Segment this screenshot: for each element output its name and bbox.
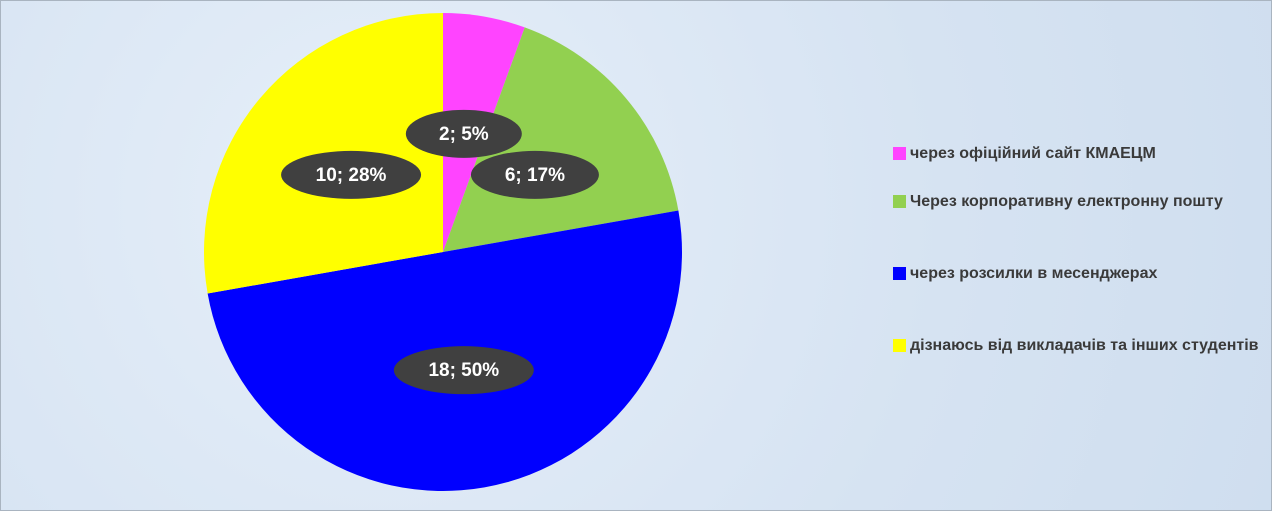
legend-label: через офіційний сайт КМАЕЦМ xyxy=(910,145,1156,162)
legend-swatch xyxy=(893,195,906,208)
legend-label: Через корпоративну електронну пошту xyxy=(910,193,1223,210)
label-bg xyxy=(405,109,522,158)
legend-item: дізнаюсь від викладачів та інших студент… xyxy=(893,334,1272,358)
legend-item: Через корпоративну електронну пошту xyxy=(893,190,1272,214)
label-bg xyxy=(470,150,599,199)
data-label: 18; 50% xyxy=(428,360,499,381)
pie-slice xyxy=(443,27,679,252)
legend-swatch xyxy=(893,339,906,352)
legend-label: через розсилки в месенджерах xyxy=(910,265,1158,282)
label-bg xyxy=(281,150,422,199)
label-bg xyxy=(393,346,534,395)
legend-swatch xyxy=(893,147,906,160)
data-label: 2; 5% xyxy=(439,124,489,145)
legend-item: через офіційний сайт КМАЕЦМ xyxy=(893,142,1272,166)
data-label: 6; 17% xyxy=(505,165,565,186)
legend-item: через розсилки в месенджерах xyxy=(893,262,1272,286)
data-label: 10; 28% xyxy=(316,165,387,186)
legend-label: дізнаюсь від викладачів та інших студент… xyxy=(910,337,1259,354)
legend-swatch xyxy=(893,267,906,280)
